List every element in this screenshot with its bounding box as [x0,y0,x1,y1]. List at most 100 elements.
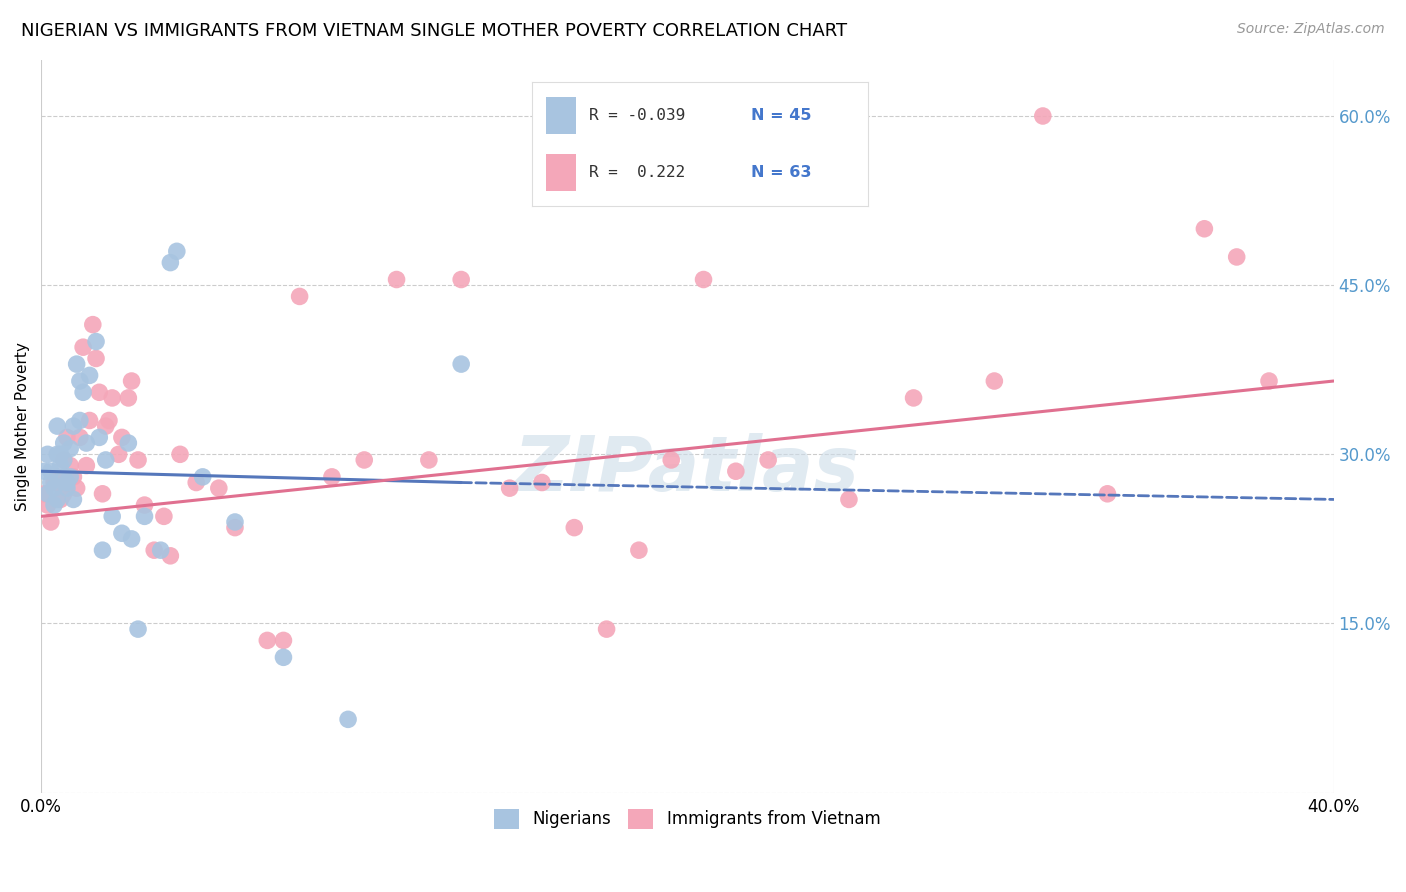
Point [56,475,79,490]
Point [273,633,295,648]
Point [52,453,75,467]
Point [62,492,84,507]
Point [288,289,311,303]
Point [72,385,94,400]
Y-axis label: Single Mother Poverty: Single Mother Poverty [15,342,30,510]
Point [59,442,82,456]
Point [56,475,79,490]
Point [838,492,860,507]
Point [169,447,191,461]
Point [530,475,553,490]
Point [134,509,156,524]
Point [91,543,114,558]
Point [121,532,143,546]
Point [42,475,65,490]
Point [66,481,89,495]
Point [34,487,56,501]
Point [983,374,1005,388]
Point [69,374,91,388]
Point [46,470,69,484]
Point [39,515,62,529]
Point [724,464,747,478]
Point [418,453,440,467]
Point [79,413,101,427]
Point [89,430,111,444]
Point [37,487,59,501]
Point [75,436,97,450]
Point [692,272,714,286]
Point [62,470,84,484]
Point [101,509,124,524]
Point [59,458,82,473]
Point [94,419,117,434]
Point [37,498,59,512]
Point [46,419,69,434]
Point [659,453,682,467]
Point [186,475,208,490]
Point [756,453,779,467]
Point [353,453,375,467]
Point [94,453,117,467]
Point [42,498,65,512]
Text: NIGERIAN VS IMMIGRANTS FROM VIETNAM SINGLE MOTHER POVERTY CORRELATION CHART: NIGERIAN VS IMMIGRANTS FROM VIETNAM SING… [21,22,848,40]
Point [39,475,62,490]
Point [49,492,72,507]
Point [450,357,472,371]
Point [98,413,121,427]
Point [42,481,65,495]
Point [143,543,166,558]
Point [75,458,97,473]
Point [166,244,188,259]
Point [52,470,75,484]
Point [149,543,172,558]
Point [208,481,231,495]
Point [117,436,139,450]
Point [256,633,278,648]
Text: ZIPatlas: ZIPatlas [515,434,860,508]
Point [1226,250,1249,264]
Point [1194,221,1216,235]
Point [127,622,149,636]
Text: Source: ZipAtlas.com: Source: ZipAtlas.com [1237,22,1385,37]
Point [153,509,176,524]
Point [321,470,343,484]
Point [66,357,89,371]
Point [37,447,59,461]
Point [89,385,111,400]
Point [82,318,104,332]
Point [84,351,107,366]
Point [39,464,62,478]
Point [72,340,94,354]
Point [134,498,156,512]
Point [84,334,107,349]
Point [69,430,91,444]
Point [101,391,124,405]
Point [52,453,75,467]
Legend: Nigerians, Immigrants from Vietnam: Nigerians, Immigrants from Vietnam [488,802,887,836]
Point [1032,109,1054,123]
Point [56,481,79,495]
Point [1258,374,1281,388]
Point [46,447,69,461]
Point [91,487,114,501]
Point [121,374,143,388]
Point [595,622,617,636]
Point [903,391,925,405]
Point [52,487,75,501]
Point [111,526,134,541]
Point [49,458,72,473]
Point [627,543,650,558]
Point [79,368,101,383]
Point [562,521,585,535]
Point [62,419,84,434]
Point [49,447,72,461]
Point [224,521,246,535]
Point [69,413,91,427]
Point [224,515,246,529]
Point [34,464,56,478]
Point [159,549,181,563]
Point [56,430,79,444]
Point [273,650,295,665]
Point [46,492,69,507]
Point [127,453,149,467]
